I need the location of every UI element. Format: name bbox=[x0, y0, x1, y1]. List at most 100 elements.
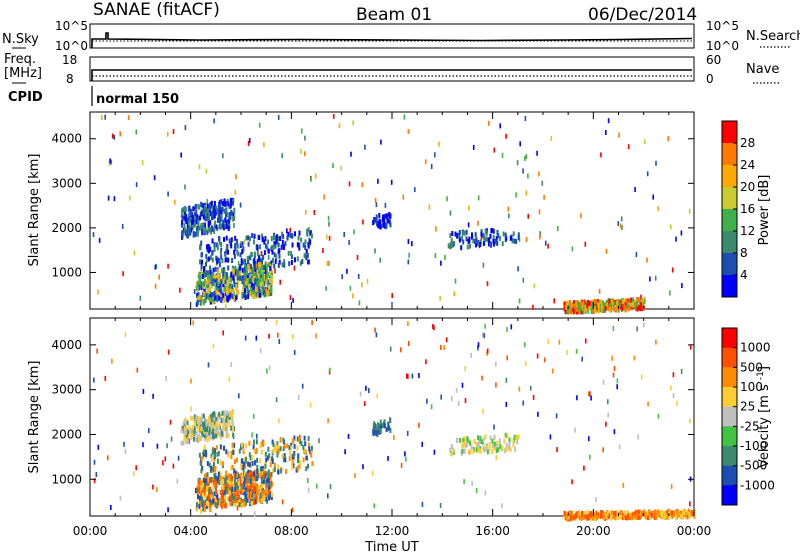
scatter-point bbox=[515, 192, 517, 198]
cluster-point bbox=[309, 230, 312, 236]
cluster-point bbox=[259, 292, 262, 298]
nsky-tick-top: 10^5 bbox=[55, 19, 88, 33]
cluster-point bbox=[296, 465, 299, 471]
scatter-point bbox=[576, 395, 578, 401]
cluster-point bbox=[260, 441, 263, 447]
cluster-point bbox=[236, 487, 239, 493]
colorbar-segment bbox=[722, 465, 737, 486]
cluster-point bbox=[255, 276, 258, 282]
cluster-point bbox=[676, 512, 679, 518]
cluster-point bbox=[284, 457, 287, 463]
scatter-point bbox=[268, 333, 270, 339]
cluster-point bbox=[480, 439, 483, 445]
scatter-point bbox=[362, 219, 364, 225]
scatter-point bbox=[327, 418, 329, 424]
scatter-point bbox=[495, 361, 497, 367]
cluster-point bbox=[275, 235, 278, 241]
cluster-point bbox=[251, 492, 253, 498]
cluster-point bbox=[304, 239, 307, 245]
cluster-point bbox=[215, 242, 218, 248]
cluster-point bbox=[693, 508, 696, 514]
cluster-point bbox=[236, 289, 239, 295]
cluster-point bbox=[475, 242, 477, 248]
scatter-point bbox=[539, 231, 541, 237]
scatter-point bbox=[277, 114, 280, 120]
cluster-point bbox=[468, 238, 471, 243]
cluster-point bbox=[202, 300, 205, 306]
scatter-point bbox=[477, 342, 480, 348]
cluster-point bbox=[309, 239, 312, 245]
scatter-point bbox=[222, 330, 224, 336]
cluster-point bbox=[233, 282, 236, 288]
cluster-point bbox=[205, 496, 208, 502]
cluster-point bbox=[250, 482, 253, 488]
cluster-point bbox=[211, 422, 214, 428]
cluster-point bbox=[240, 260, 243, 266]
colorbar-tick-label: 8 bbox=[740, 246, 748, 260]
scatter-point bbox=[506, 327, 508, 332]
scatter-point bbox=[352, 120, 354, 126]
cluster-point bbox=[261, 264, 264, 270]
scatter-point bbox=[95, 472, 98, 477]
scatter-point bbox=[156, 487, 158, 493]
scatter-point bbox=[613, 366, 616, 371]
cluster-point bbox=[221, 431, 224, 437]
scatter-point bbox=[346, 268, 348, 274]
cluster-point bbox=[207, 228, 210, 233]
cluster-point bbox=[256, 474, 259, 480]
colorbar-tick-label: 28 bbox=[740, 136, 755, 150]
scatter-point bbox=[167, 349, 170, 355]
cluster-point bbox=[230, 209, 233, 215]
cluster-point bbox=[297, 458, 300, 463]
scatter-point bbox=[612, 326, 615, 331]
cluster-point bbox=[196, 300, 199, 305]
cluster-point bbox=[204, 473, 206, 479]
cluster-point bbox=[214, 479, 217, 485]
scatter-point bbox=[353, 229, 355, 235]
scatter-point bbox=[384, 202, 387, 208]
cluster-point bbox=[227, 265, 230, 271]
cluster-point bbox=[205, 488, 208, 494]
scatter-point bbox=[301, 383, 304, 389]
colorbar-tick-label: -25 bbox=[740, 419, 760, 433]
cluster-point bbox=[241, 502, 244, 508]
scatter-point bbox=[255, 335, 258, 341]
cluster-point bbox=[200, 468, 203, 474]
scatter-point bbox=[212, 343, 215, 349]
cluster-point bbox=[252, 289, 255, 295]
cluster-point bbox=[274, 235, 277, 241]
scatter-point bbox=[318, 438, 320, 444]
cluster-point bbox=[254, 486, 257, 492]
cluster-point bbox=[206, 427, 208, 432]
cluster-point bbox=[297, 235, 300, 241]
cluster-point bbox=[571, 302, 574, 308]
cluster-point bbox=[264, 277, 267, 283]
cluster-point bbox=[259, 266, 262, 272]
cluster-point bbox=[251, 277, 254, 283]
cluster-point bbox=[267, 290, 270, 296]
cluster-point bbox=[232, 212, 235, 218]
scatter-point bbox=[486, 348, 489, 354]
scatter-point bbox=[584, 241, 587, 247]
cluster-point bbox=[499, 444, 502, 450]
cluster-point bbox=[210, 453, 213, 459]
cluster-point bbox=[270, 282, 273, 288]
cluster-point bbox=[488, 237, 491, 243]
scatter-point bbox=[506, 355, 508, 361]
scatter-point bbox=[162, 460, 164, 466]
cluster-point bbox=[195, 285, 198, 291]
scatter-point bbox=[148, 428, 150, 434]
cluster-point bbox=[223, 485, 226, 491]
cluster-point bbox=[248, 493, 251, 499]
cluster-point bbox=[212, 434, 215, 440]
cluster-point bbox=[186, 420, 189, 426]
freq-tick-bottom: 8 bbox=[66, 72, 74, 86]
cluster-point bbox=[225, 449, 228, 455]
cluster-point bbox=[208, 488, 211, 494]
cluster-point bbox=[595, 511, 598, 517]
x-tick-label: 12:00 bbox=[375, 524, 410, 538]
scatter-point bbox=[338, 123, 341, 129]
cluster-point bbox=[211, 250, 214, 256]
cluster-point bbox=[191, 415, 194, 421]
cluster-point bbox=[185, 213, 188, 219]
